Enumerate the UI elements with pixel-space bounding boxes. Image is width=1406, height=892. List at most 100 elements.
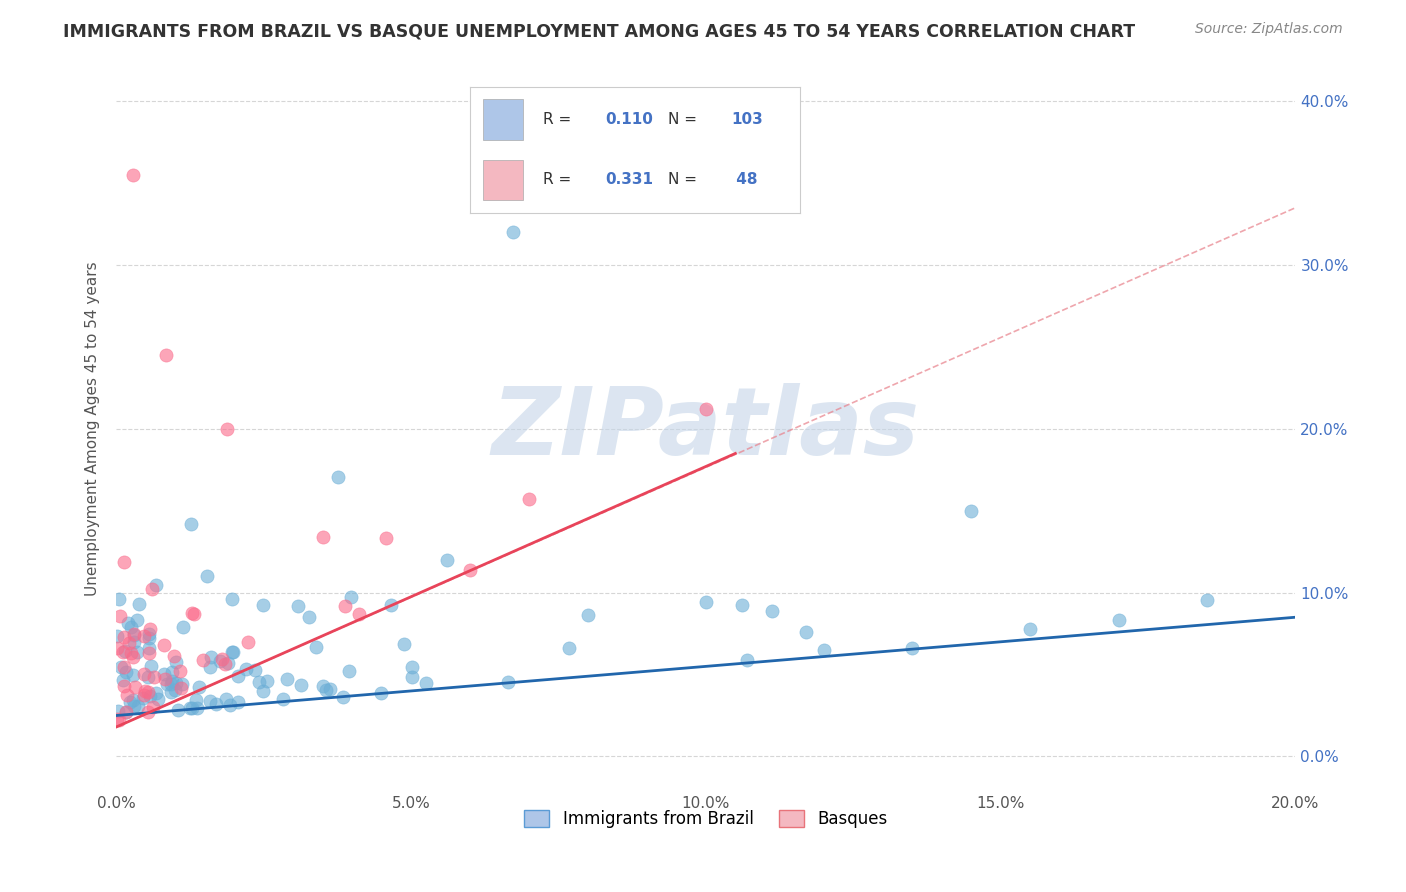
Point bbox=[252, 598, 274, 612]
Point bbox=[172, 620, 194, 634]
Point bbox=[121, 693, 143, 707]
Point bbox=[252, 684, 274, 698]
Point bbox=[141, 582, 163, 596]
Point bbox=[458, 563, 481, 577]
Point bbox=[122, 635, 145, 649]
Point bbox=[160, 674, 183, 689]
Point bbox=[287, 599, 309, 613]
Point bbox=[153, 672, 176, 686]
Point bbox=[122, 699, 145, 714]
Point bbox=[380, 598, 402, 612]
Point bbox=[374, 532, 396, 546]
Point bbox=[335, 599, 357, 613]
Point bbox=[166, 703, 188, 717]
Point bbox=[221, 592, 243, 607]
Point bbox=[243, 663, 266, 677]
Point bbox=[127, 699, 149, 714]
Point bbox=[115, 665, 138, 679]
Point bbox=[219, 698, 242, 713]
Point bbox=[215, 422, 238, 436]
Point bbox=[105, 629, 128, 643]
Point bbox=[370, 686, 392, 700]
Point bbox=[319, 681, 342, 696]
Point bbox=[139, 689, 162, 703]
Point bbox=[186, 693, 208, 707]
Point bbox=[401, 670, 423, 684]
Point bbox=[134, 688, 156, 702]
Point bbox=[112, 680, 135, 694]
Point bbox=[120, 619, 142, 633]
Point bbox=[576, 608, 599, 623]
Point bbox=[247, 674, 270, 689]
Point bbox=[115, 706, 138, 720]
Point bbox=[256, 673, 278, 688]
Point bbox=[211, 652, 233, 666]
Point bbox=[134, 683, 156, 698]
Point bbox=[145, 578, 167, 592]
Point bbox=[340, 590, 363, 604]
Point bbox=[115, 689, 138, 703]
Point bbox=[180, 516, 202, 531]
Point bbox=[226, 668, 249, 682]
Point bbox=[188, 680, 211, 694]
Point bbox=[1019, 622, 1042, 636]
Point bbox=[695, 594, 717, 608]
Point bbox=[193, 653, 215, 667]
Text: IMMIGRANTS FROM BRAZIL VS BASQUE UNEMPLOYMENT AMONG AGES 45 TO 54 YEARS CORRELAT: IMMIGRANTS FROM BRAZIL VS BASQUE UNEMPLO… bbox=[63, 22, 1136, 40]
Point bbox=[132, 690, 155, 705]
Point bbox=[195, 569, 218, 583]
Point bbox=[165, 655, 187, 669]
Point bbox=[392, 637, 415, 651]
Point bbox=[186, 700, 208, 714]
Point bbox=[134, 667, 156, 681]
Point bbox=[214, 657, 236, 672]
Point bbox=[139, 658, 162, 673]
Point bbox=[238, 635, 260, 649]
Point bbox=[960, 504, 983, 518]
Point bbox=[217, 656, 239, 670]
Point bbox=[731, 598, 754, 612]
Point bbox=[290, 678, 312, 692]
Point bbox=[110, 659, 132, 673]
Point bbox=[271, 691, 294, 706]
Point bbox=[198, 694, 221, 708]
Point bbox=[136, 705, 159, 719]
Point bbox=[108, 608, 131, 623]
Point bbox=[138, 640, 160, 655]
Point bbox=[502, 225, 524, 239]
Point bbox=[328, 470, 350, 484]
Point bbox=[107, 704, 129, 718]
Point bbox=[813, 643, 835, 657]
Point bbox=[120, 646, 142, 660]
Point bbox=[337, 665, 360, 679]
Point bbox=[122, 649, 145, 664]
Point bbox=[111, 673, 134, 687]
Point bbox=[142, 670, 165, 684]
Point bbox=[558, 641, 581, 656]
Point bbox=[347, 607, 370, 622]
Point bbox=[118, 636, 141, 650]
Point bbox=[128, 597, 150, 611]
Point bbox=[235, 662, 257, 676]
Point bbox=[221, 645, 243, 659]
Point bbox=[496, 675, 519, 690]
Point bbox=[332, 690, 354, 704]
Point bbox=[221, 645, 243, 659]
Text: Source: ZipAtlas.com: Source: ZipAtlas.com bbox=[1195, 22, 1343, 37]
Point bbox=[315, 683, 337, 698]
Point bbox=[107, 592, 129, 607]
Point bbox=[112, 631, 135, 645]
Point bbox=[124, 681, 146, 695]
Point bbox=[121, 668, 143, 682]
Point bbox=[181, 701, 204, 715]
Point bbox=[136, 685, 159, 699]
Point bbox=[160, 665, 183, 680]
Point bbox=[112, 660, 135, 674]
Point bbox=[105, 712, 128, 726]
Point bbox=[198, 660, 221, 674]
Point bbox=[1108, 613, 1130, 627]
Y-axis label: Unemployment Among Ages 45 to 54 years: Unemployment Among Ages 45 to 54 years bbox=[86, 261, 100, 596]
Point bbox=[170, 681, 193, 695]
Point bbox=[305, 640, 328, 655]
Point bbox=[132, 629, 155, 643]
